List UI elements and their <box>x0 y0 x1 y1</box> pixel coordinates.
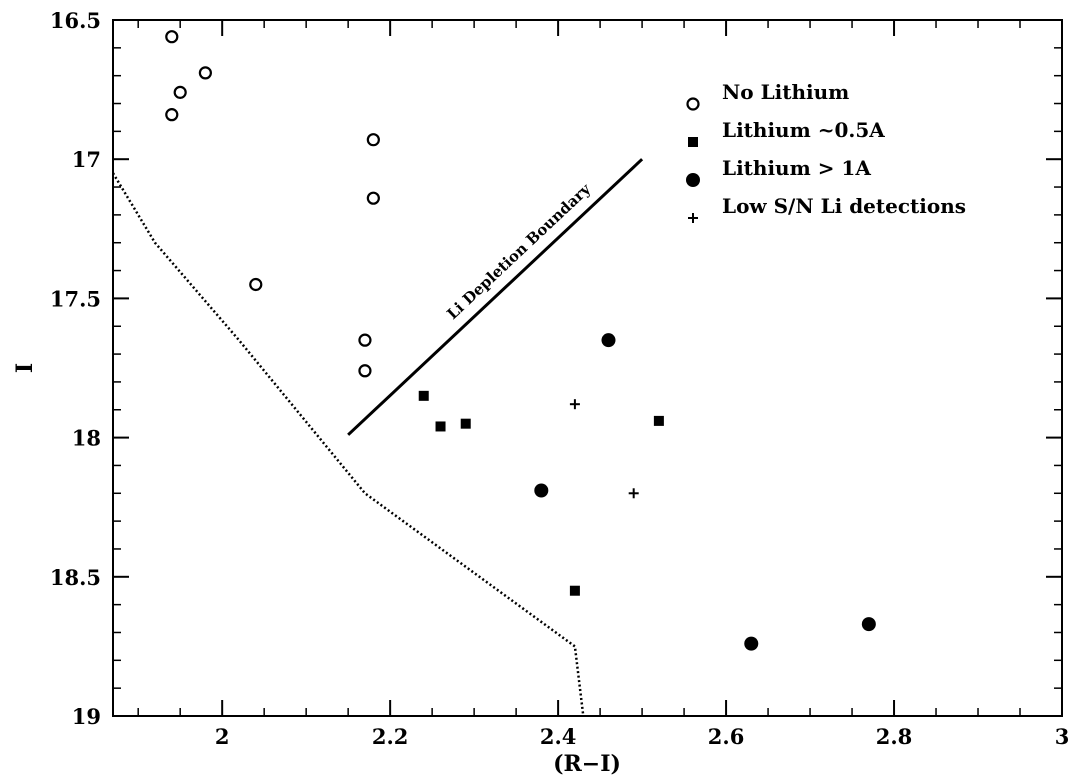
legend-label: Lithium ~0.5A <box>722 118 885 142</box>
legend-label: Low S/N Li detections <box>722 194 966 218</box>
plot-frame <box>112 19 1063 717</box>
x-tick-label: 2 <box>215 724 230 749</box>
axis-ticks <box>113 19 1063 717</box>
y-axis-label: I <box>12 363 38 373</box>
li-depletion-boundary-label: Li Depletion Boundary <box>443 179 595 323</box>
x-tick-label: 2.2 <box>372 724 409 749</box>
y-tick-label: 17 <box>72 147 101 172</box>
x-tick-label: 3 <box>1055 724 1068 749</box>
data-point-filled-square <box>418 390 429 401</box>
data-point-open-circle <box>165 108 179 122</box>
data-point-open-circle <box>366 191 380 205</box>
legend-marker-filled-square <box>688 137 698 147</box>
legend-marker-plus <box>688 213 698 223</box>
li-depletion-boundary-line <box>347 158 644 436</box>
data-point-open-circle <box>358 364 372 378</box>
data-point-filled-square <box>460 418 471 429</box>
dotted-isochrone-line <box>111 172 585 717</box>
data-point-filled-circle <box>744 636 759 651</box>
legend-marker-filled-circle <box>686 173 700 187</box>
data-points <box>165 30 876 651</box>
legend-marker-open-circle <box>686 97 700 111</box>
data-point-open-circle <box>358 333 372 347</box>
legend-label: Lithium > 1A <box>722 156 871 180</box>
y-tick-label: 16.5 <box>50 8 101 33</box>
data-point-filled-square <box>569 585 580 596</box>
tick-labels: 2 2.2 2.4 2.6 2.8 3 16.5 17 17.5 18 18.5 19 <box>50 8 1068 749</box>
legend: No Lithium Lithium ~0.5A Lithium > 1A Low S… <box>686 80 966 223</box>
y-tick-label: 18 <box>72 426 101 451</box>
y-tick-label: 17.5 <box>50 286 101 311</box>
y-tick-label: 19 <box>72 704 101 729</box>
data-point-filled-square <box>653 415 664 426</box>
legend-label: No Lithium <box>722 80 849 104</box>
data-point-open-circle <box>249 277 263 292</box>
data-point-open-circle <box>198 66 212 80</box>
x-axis-label: (R−I) <box>553 751 621 777</box>
data-point-filled-circle <box>534 483 549 498</box>
data-point-open-circle <box>366 133 380 147</box>
x-tick-label: 2.6 <box>708 724 745 749</box>
y-tick-label: 18.5 <box>50 565 101 590</box>
data-point-filled-square <box>435 421 446 432</box>
x-tick-label: 2.8 <box>876 724 913 749</box>
data-point-open-circle <box>165 30 179 44</box>
data-point-filled-circle <box>861 617 876 632</box>
data-point-plus <box>628 488 639 499</box>
data-point-filled-circle <box>601 333 616 348</box>
data-point-plus <box>569 399 580 410</box>
x-tick-label: 2.4 <box>540 724 577 749</box>
data-point-open-circle <box>173 85 187 99</box>
chart-lines: Li Depletion Boundary <box>111 158 644 717</box>
